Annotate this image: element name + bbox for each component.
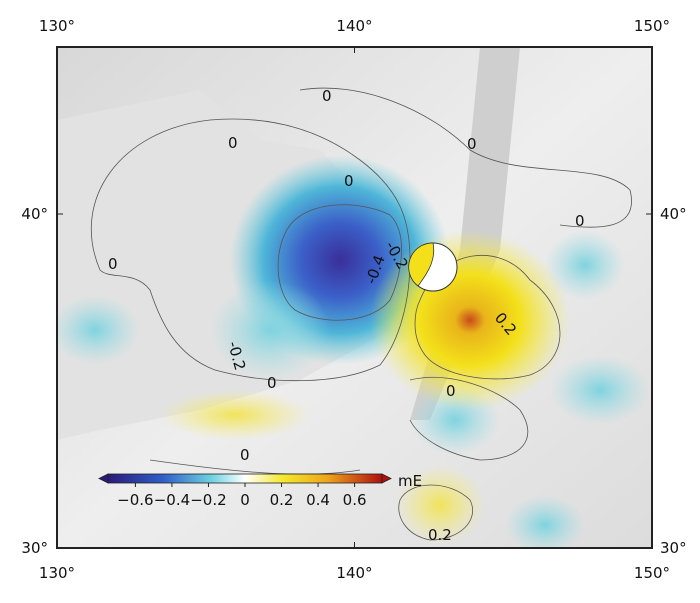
lat-label: 30° (660, 539, 687, 557)
colorbar: −0.6 −0.4 −0.2 0 0.2 0.4 0.6 mE (98, 472, 422, 509)
contour-line (149, 459, 361, 475)
lon-label: 140° (336, 564, 372, 582)
contour-line (90, 118, 411, 382)
colorbar-label: 0 (240, 491, 250, 509)
positive-anomaly (160, 390, 310, 440)
colorbar-label: −0.4 (154, 491, 190, 509)
contour-label: 0 (108, 255, 118, 273)
lat-label: 30° (21, 539, 48, 557)
contour-line (409, 376, 529, 461)
contour-label: 0 (467, 135, 477, 153)
negative-anomaly (505, 495, 585, 548)
lat-label: 40° (660, 205, 687, 223)
lat-label: 40° (21, 205, 48, 223)
colorbar-label: 0.4 (306, 491, 330, 509)
colorbar-bar (107, 473, 383, 484)
negative-anomaly (210, 280, 330, 380)
contour-label: 0.2 (428, 526, 452, 544)
lon-label: 130° (39, 17, 75, 35)
colorbar-end (98, 473, 109, 484)
colorbar-unit: mE (398, 472, 422, 490)
colorbar-end (381, 473, 392, 484)
contour-label: 0 (228, 134, 238, 152)
focal-mechanism (408, 242, 458, 292)
contour-label: 0 (446, 382, 456, 400)
contour-label: 0 (575, 212, 585, 230)
colorbar-label: 0.2 (270, 491, 294, 509)
colorbar-label: −0.2 (190, 491, 226, 509)
contour-label: 0 (322, 87, 332, 105)
contour-line (414, 255, 561, 380)
colorbar-label: −0.6 (117, 491, 153, 509)
lon-label: 150° (634, 17, 670, 35)
positive-anomaly (395, 465, 485, 545)
map-area: 0 0 0 0 0 0 0 0 -0.2 -0.4 -0.2 0.2 0.2 0 (57, 47, 652, 548)
lon-label: 150° (634, 564, 670, 582)
lon-label: 130° (39, 564, 75, 582)
contour-line (299, 87, 632, 228)
contour-label: 0 (240, 446, 250, 464)
contour-label: 0 (267, 374, 277, 392)
lon-label: 140° (336, 17, 372, 35)
contour-line (277, 204, 402, 321)
contour-label: 0 (344, 172, 354, 190)
colorbar-label: 0.6 (343, 491, 367, 509)
contour-line (398, 484, 473, 541)
negative-anomaly (550, 355, 650, 425)
negative-anomaly (545, 230, 625, 300)
negative-anomaly (57, 295, 140, 365)
